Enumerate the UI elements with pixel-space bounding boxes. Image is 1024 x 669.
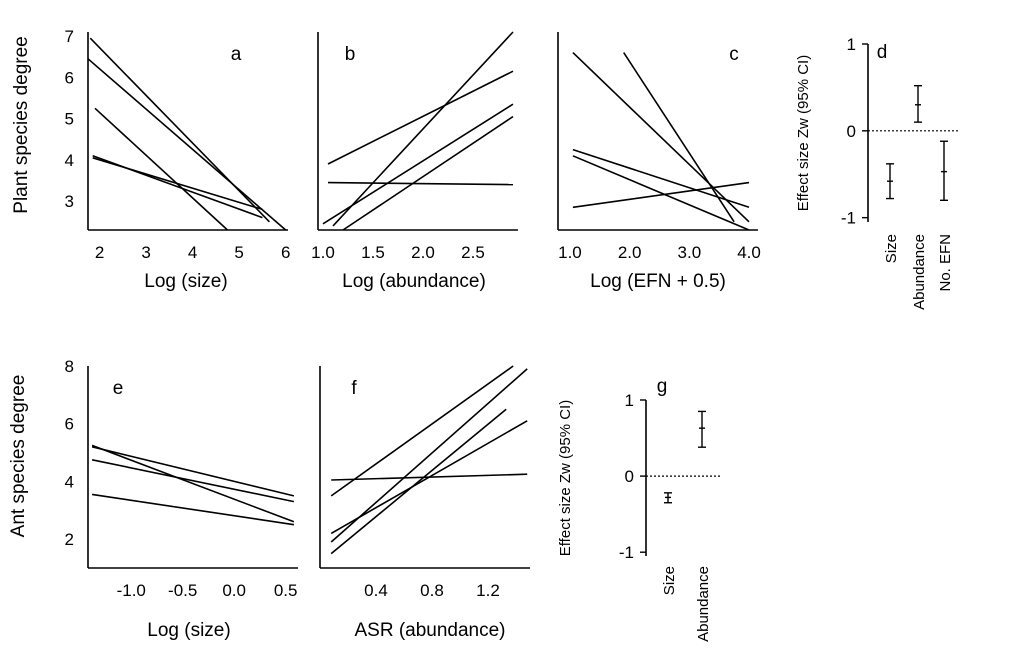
x-tick-label: 0.8 (420, 581, 444, 600)
regression-line-3 (94, 107, 229, 231)
y-tick-label: 1 (847, 35, 856, 54)
y-tick-label: 2 (65, 530, 74, 549)
panel-g: -1 0 1 Size Abundance g Effect size Zw (95% CI… (557, 376, 720, 642)
x-tick-label: 1.5 (361, 243, 385, 262)
regression-line-3 (91, 459, 295, 503)
effect-estimate-size (664, 492, 672, 504)
regression-line-5 (331, 473, 528, 481)
x-axis-label: Log (size) (144, 271, 227, 292)
category-label: Size (661, 566, 678, 595)
x-tick-label: 0.0 (222, 581, 246, 600)
x-axis-label: ASR (abundance) (354, 620, 505, 641)
regression-line-3 (330, 408, 507, 555)
regression-line-2 (332, 31, 514, 227)
regression-line-2 (91, 446, 295, 497)
regression-line-5 (327, 181, 514, 186)
category-label: Size (883, 234, 900, 263)
x-tick-label: 4 (188, 243, 197, 262)
x-tick-label: 1.0 (558, 243, 582, 262)
x-tick-label: 2.5 (461, 243, 485, 262)
y-tick-label: 5 (65, 110, 74, 129)
y-tick-label: 0 (625, 467, 634, 486)
regression-line-1 (89, 37, 270, 223)
y-tick-label: 4 (65, 472, 74, 491)
category-label: Abundance (695, 566, 712, 642)
x-tick-label: 0.4 (364, 581, 388, 600)
x-tick-label: -0.5 (168, 581, 197, 600)
category-label: Abundance (911, 234, 928, 310)
regression-line-1 (327, 70, 514, 165)
x-tick-label: -1.0 (117, 581, 146, 600)
panel-d: -1 0 1 Size Abundance No. EFN d Effect size Zw … (795, 35, 958, 310)
effect-estimate-abundance (914, 84, 922, 123)
regression-line-5 (92, 157, 263, 211)
y-axis-label: Effect size Zw (95% CI) (795, 55, 812, 211)
effect-estimate-size (886, 163, 894, 200)
panel-label: e (113, 378, 124, 399)
regression-line-3 (572, 148, 750, 209)
panel-label: c (729, 44, 739, 65)
y-tick-label: -1 (841, 209, 856, 228)
panel-label: b (345, 44, 356, 65)
x-tick-label: 5 (234, 243, 243, 262)
regression-line-1 (330, 365, 514, 497)
y-axis-label: Ant species degree (8, 375, 29, 538)
panel-b: 1.0 1.5 2.0 2.5 b Log (abundance) (311, 31, 518, 292)
y-tick-label: 3 (65, 192, 74, 211)
y-tick-label: 6 (65, 415, 74, 434)
y-tick-label: 8 (65, 357, 74, 376)
x-tick-label: 2.0 (618, 243, 642, 262)
panel-e: -1.0 -0.5 0.0 0.5 2 4 6 8 e Log (size) Ant species… (8, 357, 298, 641)
regression-line-3 (322, 103, 514, 225)
panel-label: d (877, 42, 888, 63)
x-axis-label: Log (abundance) (342, 271, 486, 292)
effect-estimate-abundance (698, 410, 706, 448)
regression-line-2 (87, 58, 287, 231)
x-tick-label: 4.0 (737, 243, 761, 262)
panel-a: 2 3 4 5 6 3 4 5 6 7 a Log (size) Plant species degre… (11, 27, 290, 292)
effect-estimate-no-efn (940, 140, 948, 201)
x-tick-label: 2.0 (411, 243, 435, 262)
y-tick-label: -1 (619, 543, 634, 562)
x-tick-label: 2 (95, 243, 104, 262)
y-tick-label: 0 (847, 122, 856, 141)
panel-c: 1.0 2.0 3.0 4.0 c Log (EFN + 0.5) (557, 32, 761, 292)
y-tick-label: 7 (65, 27, 74, 46)
x-tick-label: 3.0 (678, 243, 702, 262)
y-tick-label: 6 (65, 68, 74, 87)
regression-line-4 (91, 493, 295, 526)
regression-line-2 (623, 52, 735, 223)
x-tick-label: 1.0 (311, 243, 335, 262)
regression-line-2 (330, 368, 528, 543)
x-tick-label: 1.2 (476, 581, 500, 600)
regression-line-4 (572, 155, 750, 231)
regression-line-5 (572, 181, 750, 209)
regression-line-1 (572, 52, 750, 223)
panel-label: g (657, 376, 668, 397)
y-axis-label: Effect size Zw (95% CI) (557, 400, 574, 556)
y-tick-label: 4 (65, 151, 74, 170)
regression-line-4 (342, 115, 514, 231)
x-axis-label: Log (EFN + 0.5) (590, 271, 726, 292)
x-axis-label: Log (size) (147, 620, 230, 641)
panel-label: f (351, 378, 357, 399)
category-label: No. EFN (937, 234, 954, 292)
y-axis-label: Plant species degree (11, 36, 32, 213)
x-tick-label: 6 (281, 243, 290, 262)
y-tick-label: 1 (625, 391, 634, 410)
x-tick-label: 3 (141, 243, 150, 262)
regression-line-1 (91, 444, 295, 523)
panel-label: a (231, 44, 242, 65)
panel-f: 0.4 0.8 1.2 f ASR (abundance) (319, 365, 530, 641)
x-tick-label: 0.5 (274, 581, 298, 600)
